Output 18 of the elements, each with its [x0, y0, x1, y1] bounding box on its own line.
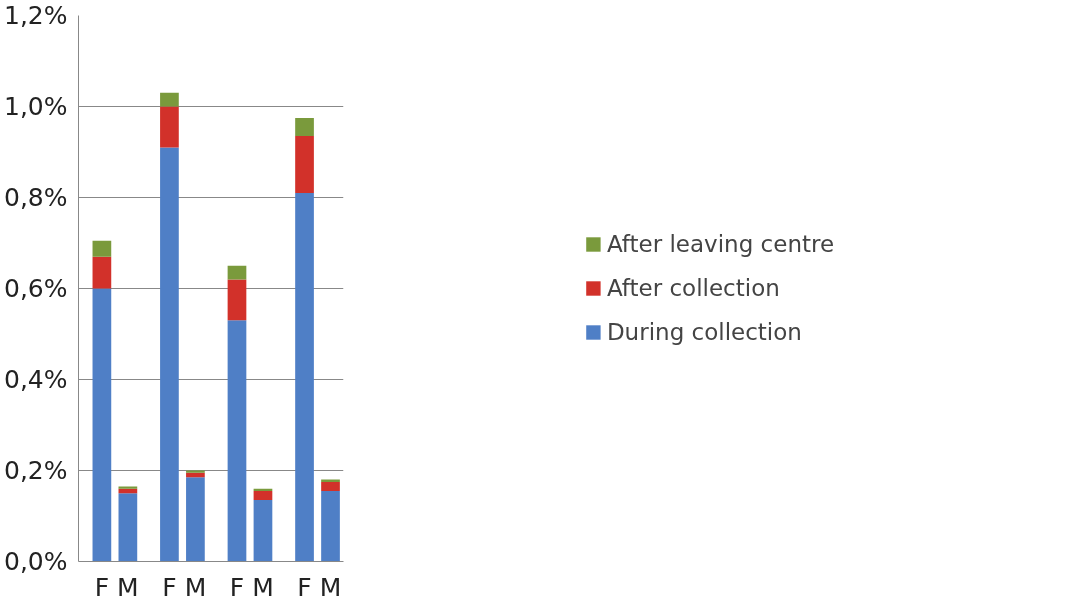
y-tick-label: 0,0%	[3, 547, 68, 576]
x-tick-label: F	[229, 572, 245, 602]
legend-label: After leaving centre	[606, 231, 835, 257]
y-tick-label: 0,8%	[3, 183, 68, 212]
y-tick-label: 0,2%	[3, 456, 68, 485]
x-tick-label: M	[252, 572, 274, 602]
x-tick-label: M	[117, 572, 139, 602]
legend-label: After collection	[606, 275, 780, 301]
x-tick-label: M	[184, 572, 207, 602]
x-tick-label: F	[94, 572, 110, 602]
y-tick-label: 0,6%	[3, 274, 68, 303]
x-tick-label: M	[319, 572, 342, 602]
y-tick-label: 0,4%	[3, 365, 68, 394]
x-tick-label: F	[297, 572, 312, 602]
legend-label: During collection	[606, 319, 802, 345]
y-tick-label: 1,2%	[3, 1, 68, 30]
x-tick-label: F	[162, 572, 177, 602]
y-tick-label: 1,0%	[3, 92, 68, 121]
